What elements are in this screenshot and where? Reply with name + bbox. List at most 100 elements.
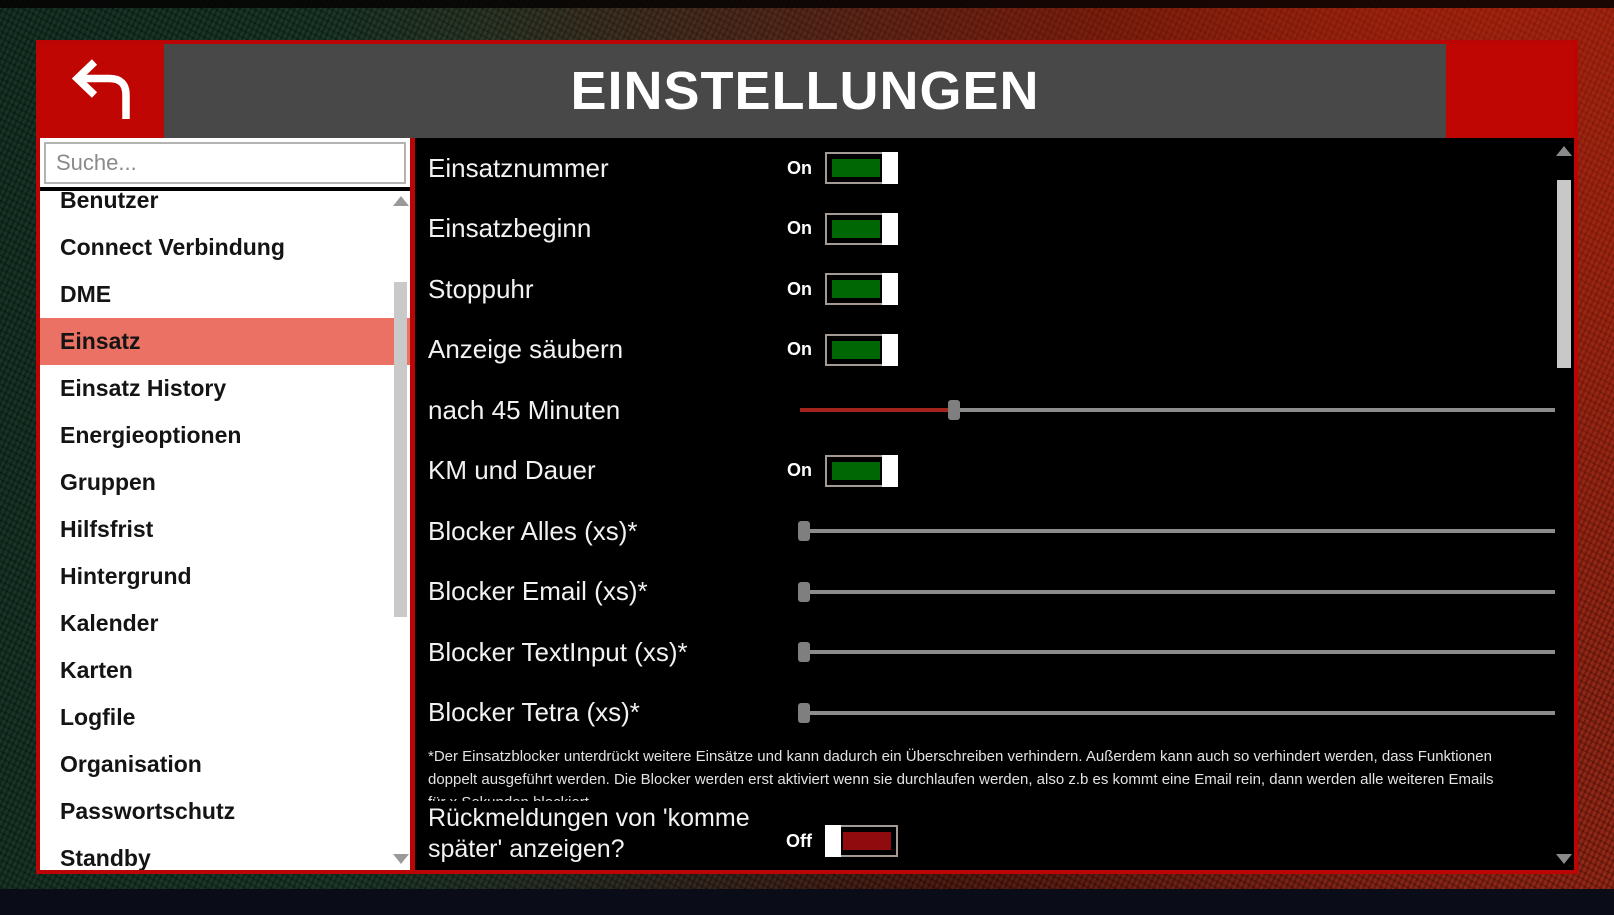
main-content: Einsatznummer On Einsatzbeginn On <box>415 138 1574 870</box>
search-wrapper <box>40 138 410 184</box>
toggle-state-label: On <box>787 218 812 239</box>
slider-thumb[interactable] <box>798 702 810 723</box>
sidebar-item-logfile[interactable]: Logfile <box>60 704 136 730</box>
sidebar-item-organisation[interactable]: Organisation <box>60 751 202 777</box>
setting-row-blocker-alles: Blocker Alles (xs)* <box>428 501 1574 562</box>
sidebar-item-benutzer[interactable]: Benutzer <box>60 191 159 213</box>
scroll-up-icon[interactable] <box>393 196 409 206</box>
scroll-up-icon[interactable] <box>1556 146 1572 156</box>
sidebar-item-hintergrund[interactable]: Hintergrund <box>60 563 192 589</box>
scrollbar-thumb[interactable] <box>1557 180 1571 368</box>
toggle-state-label: On <box>787 339 812 360</box>
sidebar-item-einsatz[interactable]: Einsatz <box>40 318 410 365</box>
scroll-down-icon[interactable] <box>1556 854 1572 864</box>
toggle-switch[interactable] <box>825 333 898 366</box>
toggle-state-label: On <box>787 460 812 481</box>
setting-row-blocker-email: Blocker Email (xs)* <box>428 562 1574 623</box>
search-divider <box>40 187 410 191</box>
slider-track <box>800 408 1555 413</box>
toggle-switch[interactable] <box>825 273 898 306</box>
toggle-track <box>832 340 880 359</box>
page-title: EINSTELLUNGEN <box>570 61 1040 121</box>
slider-track <box>800 529 1555 534</box>
setting-label: nach 45 Minuten <box>428 394 621 425</box>
slider-track <box>800 710 1555 715</box>
blocker-textinput-slider[interactable] <box>798 641 1555 663</box>
setting-label: Blocker Tetra (xs)* <box>428 697 640 728</box>
sidebar-item-hilfsfrist[interactable]: Hilfsfrist <box>60 516 154 542</box>
sidebar-item-energieoptionen[interactable]: Energieoptionen <box>60 422 242 448</box>
sidebar-nav-list: Benutzer Connect Verbindung DME Einsatz … <box>40 191 410 870</box>
setting-label: Anzeige säubern <box>428 334 624 365</box>
settings-window: EINSTELLUNGEN Benutzer Connect Verbindun… <box>36 40 1578 874</box>
toggle-thumb <box>882 454 898 487</box>
back-arrow-icon <box>63 53 141 130</box>
sidebar-scrollbar[interactable] <box>393 194 409 866</box>
sidebar-item-standby[interactable]: Standby <box>60 845 151 870</box>
sidebar-item-connect-verbindung[interactable]: Connect Verbindung <box>60 234 285 260</box>
slider-thumb[interactable] <box>798 521 810 542</box>
toggle-state-label: On <box>787 157 812 178</box>
sidebar-item-passwortschutz[interactable]: Passwortschutz <box>60 798 236 824</box>
toggle-switch[interactable] <box>825 825 898 857</box>
toggle-track <box>843 832 891 850</box>
slider-thumb[interactable] <box>798 581 810 602</box>
setting-row-rueckmeldungen: Rückmeldungen von 'komme später' anzeige… <box>428 803 1574 873</box>
slider-track <box>800 650 1555 655</box>
sidebar-item-karten[interactable]: Karten <box>60 657 133 683</box>
setting-row-blocker-textinput: Blocker TextInput (xs)* <box>428 622 1574 683</box>
blocker-alles-slider[interactable] <box>798 520 1555 542</box>
sidebar-item-gruppen[interactable]: Gruppen <box>60 469 156 495</box>
setting-label: Rückmeldungen von 'komme später' anzeige… <box>428 804 750 863</box>
title-bar: EINSTELLUNGEN <box>164 44 1446 138</box>
slider-thumb[interactable] <box>798 642 810 663</box>
toggle-track <box>832 280 880 299</box>
toggle-state-label: On <box>787 278 812 299</box>
sidebar: Benutzer Connect Verbindung DME Einsatz … <box>40 138 415 870</box>
scroll-down-icon[interactable] <box>393 854 409 864</box>
setting-label: Blocker TextInput (xs)* <box>428 636 688 667</box>
setting-label: KM und Dauer <box>428 455 596 486</box>
setting-row-stoppuhr: Stoppuhr On <box>428 259 1574 320</box>
toggle-track <box>832 159 880 178</box>
toggle-thumb <box>882 333 898 366</box>
slider-track <box>800 589 1555 594</box>
bottom-edge-strip <box>0 889 1614 915</box>
app-body: Benutzer Connect Verbindung DME Einsatz … <box>40 138 1574 870</box>
blocker-email-slider[interactable] <box>798 581 1555 603</box>
toggle-state-label: Off <box>786 830 812 851</box>
header-bar: EINSTELLUNGEN <box>40 44 1574 138</box>
toggle-track <box>832 219 880 238</box>
main-scrollbar[interactable] <box>1556 138 1572 870</box>
slider-fill <box>800 408 951 413</box>
blocker-tetra-slider[interactable] <box>798 702 1555 724</box>
header-right-block <box>1446 44 1574 138</box>
toggle-thumb <box>882 212 898 245</box>
toggle-thumb <box>882 273 898 306</box>
setting-label: Einsatznummer <box>428 152 609 183</box>
slider-thumb[interactable] <box>948 400 961 421</box>
setting-label: Stoppuhr <box>428 273 534 304</box>
toggle-thumb <box>825 825 841 857</box>
minutes-slider[interactable] <box>800 399 1555 421</box>
setting-row-einsatzbeginn: Einsatzbeginn On <box>428 199 1574 260</box>
search-input[interactable] <box>44 142 406 184</box>
setting-label: Blocker Email (xs)* <box>428 576 648 607</box>
sidebar-item-kalender[interactable]: Kalender <box>60 610 159 636</box>
setting-label: Einsatzbeginn <box>428 213 592 244</box>
toggle-thumb <box>882 152 898 185</box>
back-button[interactable] <box>40 44 164 138</box>
setting-row-blocker-tetra: Blocker Tetra (xs)* <box>428 683 1574 744</box>
sidebar-item-dme[interactable]: DME <box>60 281 112 307</box>
toggle-track <box>832 461 880 480</box>
toggle-switch[interactable] <box>825 212 898 245</box>
sidebar-item-einsatz-history[interactable]: Einsatz History <box>60 375 227 401</box>
setting-row-einsatznummer: Einsatznummer On <box>428 138 1574 199</box>
setting-row-nach-45-minuten: nach 45 Minuten <box>428 380 1574 441</box>
scrollbar-thumb[interactable] <box>394 282 407 617</box>
setting-row-anzeige-saeubern: Anzeige säubern On <box>428 320 1574 381</box>
top-edge-strip <box>0 0 1614 8</box>
toggle-switch[interactable] <box>825 454 898 487</box>
toggle-switch[interactable] <box>825 152 898 185</box>
setting-row-km-und-dauer: KM und Dauer On <box>428 441 1574 502</box>
